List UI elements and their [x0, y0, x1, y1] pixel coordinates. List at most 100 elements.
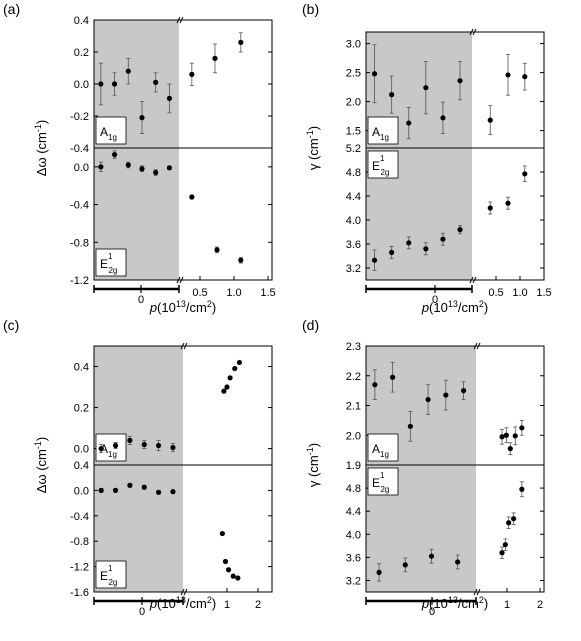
y-tick-label: 3.2: [346, 575, 361, 587]
gate-zero-label: 0: [138, 294, 144, 306]
gate-zero-label: 0: [432, 294, 438, 306]
y-axis-label: Δω (cm-1): [33, 437, 49, 493]
y-axis-label-text: γ (cm: [306, 138, 321, 170]
mode-label: E1 2g: [372, 154, 389, 177]
plot-frame: [93, 147, 273, 281]
mode-label-sub: 2g: [380, 168, 389, 177]
axis-break-mark: [472, 276, 477, 284]
panel-b: (b) 3.0 2.5 2.0 1.5 A1g 5.2 4.8 4.4 4.0 3.6 3.2 E1 2g…: [302, 1, 552, 315]
y-axis-label-text: Δω (cm: [34, 449, 49, 493]
mode-label-sub: 1g: [108, 450, 117, 459]
panel-label: (b): [302, 1, 319, 17]
data-point-gated: [111, 81, 118, 87]
subplot-top: 2.3 2.2 2.1 2.0 1.9 A1g: [346, 341, 545, 472]
data-point-gated: [166, 95, 173, 101]
y-tick-label: -1.6: [70, 587, 89, 599]
y-axis-label-text: ): [306, 443, 321, 447]
data-point-doped: [238, 257, 244, 263]
data-point-gated: [155, 442, 162, 449]
x-axis-label-var: p: [421, 596, 429, 611]
x-tick-label: 1.5: [536, 287, 551, 299]
x-axis-label-exp: 2: [479, 595, 484, 605]
y-tick-label: 0.0: [74, 485, 89, 497]
x-axis-label-text: ): [484, 300, 488, 315]
mode-label-sup: 1: [380, 154, 385, 163]
data-point-gated: [153, 79, 159, 85]
x-tick-label: 1.0: [226, 287, 241, 299]
data-point-doped: [522, 74, 528, 80]
x-tick-label: 2: [255, 599, 261, 611]
data-point-gated: [153, 169, 159, 176]
y-tick-label: 4.4: [346, 191, 361, 203]
data-point-gated: [112, 442, 119, 449]
data-point-gated: [127, 482, 133, 488]
y-tick-label: 1.5: [346, 126, 361, 138]
data-point-gated: [111, 152, 118, 158]
x-axis-label-text: /cm: [186, 300, 207, 315]
mode-label: E1 2g: [372, 471, 389, 494]
y-axis-label: γ (cm-1): [305, 126, 321, 170]
data-point-gated: [407, 423, 413, 429]
x-axis-label-exp: 13: [448, 595, 458, 605]
panel-a: (a)0.40.20.0-0.2-0.4A1g0.0-0.4-0.8-1.2E1…: [3, 1, 276, 315]
axis-break-mark: [476, 342, 481, 350]
x-axis-label-text: /cm: [458, 596, 479, 611]
x-tick-label: 2: [537, 599, 543, 611]
mode-label: A1g: [100, 125, 117, 142]
x-axis-label-exp: 13: [176, 595, 186, 605]
y-tick-label: 2.2: [346, 371, 361, 383]
data-point-gated: [389, 92, 395, 98]
y-tick-label: -1.2: [70, 562, 89, 574]
data-point-doped: [224, 384, 230, 390]
axis-break-mark: [473, 588, 478, 596]
mode-label-sup: 1: [108, 252, 113, 261]
mode-label-sub: 2g: [108, 266, 117, 275]
x-tick-label: 1.0: [512, 287, 527, 299]
x-axis-label-text: ): [212, 300, 216, 315]
x-axis-label-text: (10: [429, 300, 448, 315]
subplot-bottom: 0.0 -0.4 -0.8 -1.2 E1 2g: [70, 147, 273, 287]
x-axis-label-exp: 13: [176, 299, 186, 309]
x-axis-label: p(1013/cm2): [421, 595, 488, 611]
data-point-gated: [127, 437, 133, 443]
x-axis-label: p(1013/cm2): [149, 595, 216, 611]
subplot-top: 0.4 0.2 0.0 -0.2 -0.4 A1g: [70, 15, 273, 155]
mode-label-box: [367, 116, 399, 145]
y-tick-label: -0.4: [70, 200, 89, 212]
mode-label-base: E: [372, 476, 380, 490]
y-axis-label-text: ): [34, 437, 49, 441]
data-point-doped: [487, 117, 493, 123]
x-axis-label-text: (10: [157, 300, 176, 315]
mode-label: A1g: [100, 442, 117, 459]
mode-label-sub: 2g: [380, 485, 389, 494]
panel-label: (c): [3, 317, 19, 333]
y-tick-label: 4.0: [346, 529, 361, 541]
x-axis-label-text: (10: [429, 596, 448, 611]
data-point-doped: [519, 425, 525, 431]
data-point-doped: [214, 247, 220, 253]
data-point-gated: [406, 120, 412, 126]
data-point-doped: [230, 573, 236, 579]
data-point-gated: [455, 559, 461, 565]
data-point-gated: [440, 115, 446, 121]
data-point-doped: [502, 542, 508, 548]
data-point-gated: [457, 78, 463, 84]
y-tick-label: 5.2: [346, 143, 361, 155]
y-tick-label: 2.0: [346, 430, 361, 442]
x-axis-label: p(1013/cm2): [149, 299, 216, 315]
data-point-doped: [510, 516, 517, 522]
mode-label-sub: 2g: [108, 578, 117, 587]
data-point-doped: [505, 72, 511, 78]
axis-break-mark: [180, 588, 185, 596]
x-axis-label-text: /cm: [458, 300, 479, 315]
data-point-gated: [98, 81, 104, 87]
x-tick-label: 1: [504, 599, 510, 611]
y-tick-label: 0.4: [74, 460, 89, 472]
data-point-doped: [499, 434, 505, 440]
data-point-gated: [457, 227, 463, 233]
data-point-gated: [371, 257, 378, 263]
y-tick-label: 0.4: [74, 362, 89, 374]
data-point-gated: [406, 240, 412, 246]
mode-label: E1 2g: [100, 564, 117, 587]
